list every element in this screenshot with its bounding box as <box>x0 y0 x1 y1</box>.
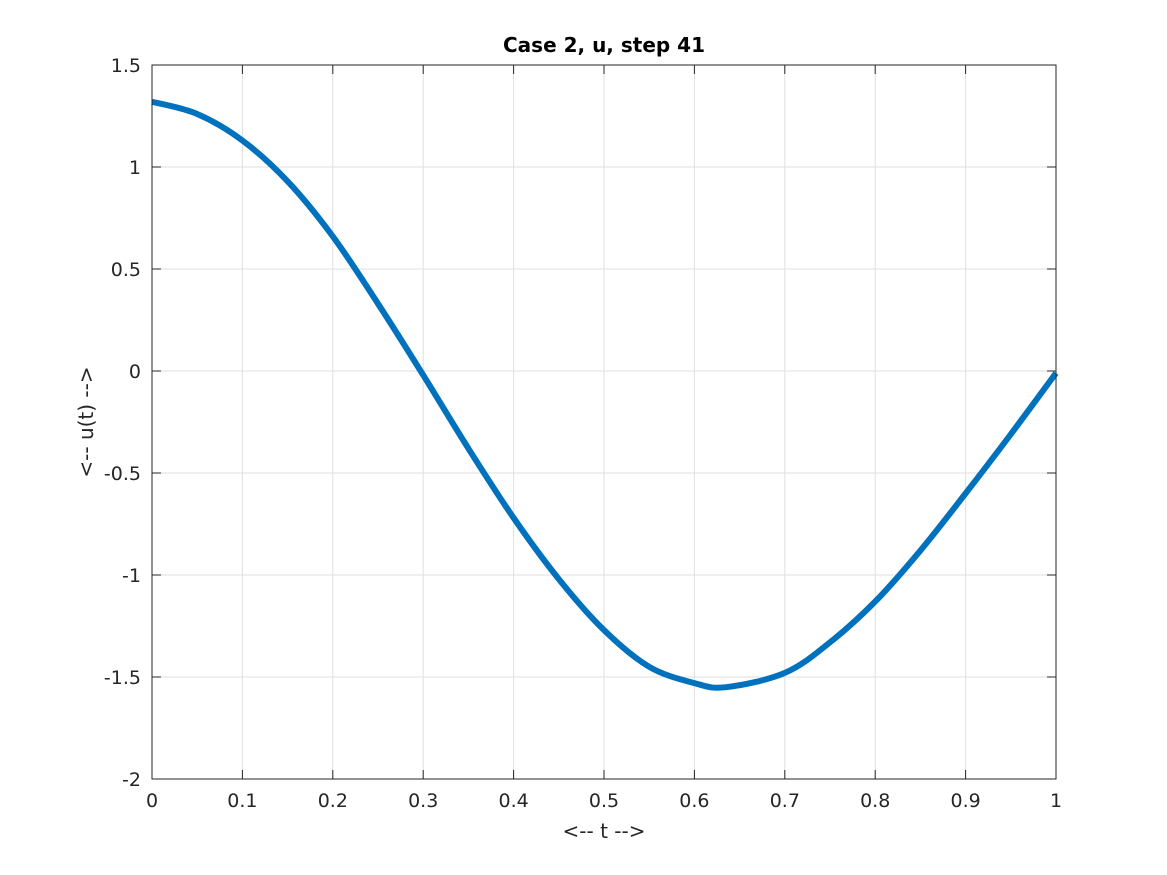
y-tick-label: 0 <box>129 361 141 383</box>
x-tick-label: 0.5 <box>589 790 619 812</box>
y-tick-label: -0.5 <box>104 463 141 485</box>
y-tick-label: 0.5 <box>111 259 141 281</box>
x-tick-label: 0.7 <box>770 790 800 812</box>
series-line-0 <box>151 98 1059 691</box>
y-tick-label: 1.5 <box>111 55 141 77</box>
y-tick-label: 1 <box>129 157 141 179</box>
ticks: 0 0.1 0.2 0.3 0.4 0.5 0.6 0.7 0.8 0.9 1 -2 -1.5 -1 -0.… <box>104 55 1062 812</box>
series-layer <box>151 98 1059 691</box>
x-tick-label: 0 <box>146 790 158 812</box>
y-tick-label: -1.5 <box>104 667 141 689</box>
y-axis-label: <-- u(t) --> <box>74 366 98 477</box>
chart-title: Case 2, u, step 41 <box>503 33 705 57</box>
y-tick-label: -1 <box>122 565 141 587</box>
x-tick-label: 0.2 <box>318 790 348 812</box>
x-tick-label: 0.8 <box>860 790 890 812</box>
x-tick-label: 0.3 <box>408 790 438 812</box>
x-tick-label: 1 <box>1050 790 1062 812</box>
grid <box>152 65 1056 779</box>
x-tick-label: 0.9 <box>950 790 980 812</box>
x-axis-label: <-- t --> <box>563 819 646 843</box>
x-tick-label: 0.6 <box>679 790 709 812</box>
y-tick-label: -2 <box>122 769 141 791</box>
x-tick-label: 0.1 <box>227 790 257 812</box>
x-tick-label: 0.4 <box>498 790 528 812</box>
